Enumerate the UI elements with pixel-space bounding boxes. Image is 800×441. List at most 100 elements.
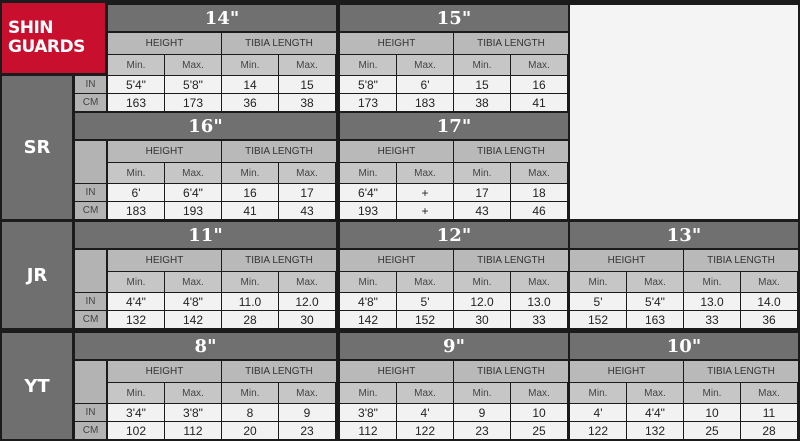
value-cell-in: 12.0 xyxy=(279,293,335,310)
size-header: 11" xyxy=(75,222,336,248)
min-header: Min. xyxy=(222,55,278,75)
value-cell-cm: 25 xyxy=(511,422,567,439)
size-category-jr: JR xyxy=(2,222,72,328)
value-cell-in: 5'4" xyxy=(627,293,683,310)
value-cell-in: 6' xyxy=(397,76,453,93)
value-cell-cm: 30 xyxy=(279,311,335,328)
tibia-length-header: TIBIA LENGTH xyxy=(222,141,336,162)
min-header: Min. xyxy=(222,272,278,292)
max-header: Max. xyxy=(165,55,221,75)
max-header: Max. xyxy=(397,163,453,183)
value-cell-cm: 41 xyxy=(511,94,567,111)
value-cell-in: 17 xyxy=(454,184,510,201)
min-header: Min. xyxy=(454,163,510,183)
value-cell-in: 4'4" xyxy=(108,293,164,310)
min-header: Min. xyxy=(340,55,396,75)
tibia-length-header: TIBIA LENGTH xyxy=(454,33,568,54)
min-header: Min. xyxy=(108,163,164,183)
size-category-sr: SR xyxy=(2,76,72,219)
min-header: Min. xyxy=(108,383,164,403)
unit-label-cm: CM xyxy=(75,311,106,328)
height-header: HEIGHT xyxy=(340,250,453,271)
value-cell-in: 11 xyxy=(741,404,797,421)
tibia-length-header: TIBIA LENGTH xyxy=(454,250,568,271)
value-cell-in: 13.0 xyxy=(511,293,567,310)
size-header: 13" xyxy=(570,222,798,248)
value-cell-cm: 43 xyxy=(279,202,335,219)
height-header: HEIGHT xyxy=(340,33,453,54)
tibia-length-header: TIBIA LENGTH xyxy=(222,250,336,271)
max-header: Max. xyxy=(511,383,567,403)
value-cell-cm: 183 xyxy=(108,202,164,219)
min-header: Min. xyxy=(570,383,626,403)
value-cell-cm: 36 xyxy=(222,94,278,111)
max-header: Max. xyxy=(279,55,335,75)
value-cell-in: 8 xyxy=(222,404,278,421)
value-cell-cm: 163 xyxy=(108,94,164,111)
max-header: Max. xyxy=(511,163,567,183)
max-header: Max. xyxy=(279,383,335,403)
max-header: Max. xyxy=(397,272,453,292)
value-cell-in: 3'4" xyxy=(108,404,164,421)
unit-header-spacer xyxy=(75,141,106,183)
value-cell-cm: 163 xyxy=(627,311,683,328)
value-cell-in: 16 xyxy=(222,184,278,201)
min-header: Min. xyxy=(108,55,164,75)
value-cell-cm: 23 xyxy=(454,422,510,439)
max-header: Max. xyxy=(741,383,797,403)
value-cell-cm: 102 xyxy=(108,422,164,439)
tibia-length-header: TIBIA LENGTH xyxy=(684,250,798,271)
height-header: HEIGHT xyxy=(340,361,453,382)
max-header: Max. xyxy=(397,55,453,75)
value-cell-cm: 193 xyxy=(340,202,396,219)
min-header: Min. xyxy=(684,383,740,403)
min-header: Min. xyxy=(454,55,510,75)
unit-label-in: IN xyxy=(75,293,106,310)
min-header: Min. xyxy=(454,383,510,403)
value-cell-cm: 25 xyxy=(684,422,740,439)
value-cell-cm: 112 xyxy=(165,422,221,439)
shin-guards-title: SHIN GUARDS xyxy=(2,3,105,73)
min-header: Min. xyxy=(454,272,510,292)
value-cell-cm: 183 xyxy=(397,94,453,111)
value-cell-in: 5' xyxy=(397,293,453,310)
value-cell-cm: 112 xyxy=(340,422,396,439)
value-cell-cm: 132 xyxy=(627,422,683,439)
value-cell-in: 5'8" xyxy=(340,76,396,93)
value-cell-in: 4' xyxy=(397,404,453,421)
height-header: HEIGHT xyxy=(570,361,683,382)
value-cell-cm: 20 xyxy=(222,422,278,439)
value-cell-cm: 173 xyxy=(165,94,221,111)
size-header: 12" xyxy=(340,222,568,248)
value-cell-cm: 142 xyxy=(340,311,396,328)
value-cell-cm: 122 xyxy=(570,422,626,439)
size-category-yt: YT xyxy=(2,333,72,439)
value-cell-cm: + xyxy=(397,202,453,219)
max-header: Max. xyxy=(279,163,335,183)
value-cell-in: 10 xyxy=(684,404,740,421)
value-cell-in: 3'8" xyxy=(340,404,396,421)
size-header: 16" xyxy=(75,113,336,139)
value-cell-cm: 152 xyxy=(570,311,626,328)
value-cell-cm: 122 xyxy=(397,422,453,439)
tibia-length-header: TIBIA LENGTH xyxy=(222,33,336,54)
value-cell-cm: 173 xyxy=(340,94,396,111)
value-cell-cm: 38 xyxy=(454,94,510,111)
height-header: HEIGHT xyxy=(108,361,221,382)
value-cell-in: 6' xyxy=(108,184,164,201)
max-header: Max. xyxy=(741,272,797,292)
value-cell-in: 18 xyxy=(511,184,567,201)
value-cell-in: 11.0 xyxy=(222,293,278,310)
value-cell-cm: 152 xyxy=(397,311,453,328)
product-image-panel xyxy=(570,5,798,219)
height-header: HEIGHT xyxy=(108,33,221,54)
min-header: Min. xyxy=(108,272,164,292)
value-cell-in: 3'8" xyxy=(165,404,221,421)
unit-label-cm: CM xyxy=(75,422,106,439)
value-cell-cm: 33 xyxy=(684,311,740,328)
value-cell-cm: 28 xyxy=(741,422,797,439)
min-header: Min. xyxy=(340,272,396,292)
max-header: Max. xyxy=(511,55,567,75)
unit-label-cm: CM xyxy=(75,202,106,219)
unit-label-in: IN xyxy=(75,404,106,421)
